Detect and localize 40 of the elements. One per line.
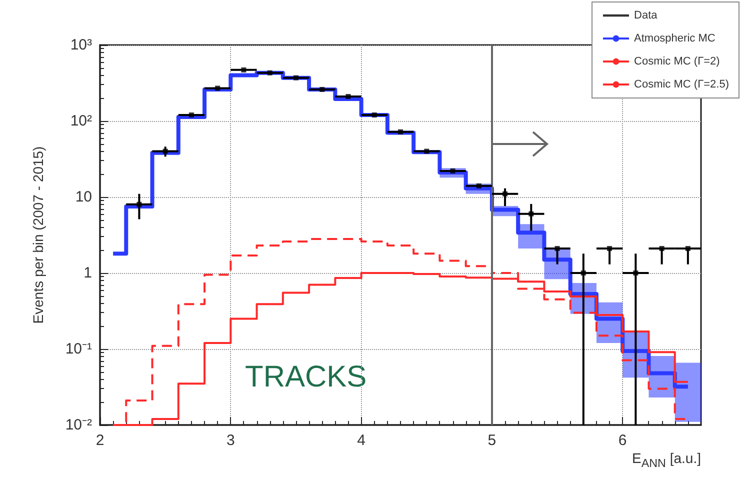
point [215, 86, 220, 91]
point [346, 94, 351, 100]
point [633, 270, 638, 276]
y-tick-label: 1 [84, 264, 92, 282]
point [188, 112, 194, 118]
x-tick-label: 6 [618, 432, 627, 449]
point [528, 211, 534, 216]
y-axis-title: Events per bin (2007 - 2015) [30, 146, 46, 324]
x-tick-label: 4 [357, 432, 366, 449]
point [685, 246, 690, 252]
point [554, 246, 560, 252]
y-tick-label: 10² [70, 112, 92, 130]
point [267, 70, 272, 76]
y-tick-label: 10⁻¹ [65, 340, 92, 358]
point [162, 148, 168, 154]
point [476, 183, 482, 188]
x-tick-label: 2 [96, 432, 104, 449]
point [424, 148, 430, 154]
point [372, 112, 377, 118]
legend-label: Atmospheric MC [634, 32, 716, 44]
point [502, 191, 508, 196]
legend-label: Cosmic MC (Γ=2.5) [634, 78, 730, 90]
legend-label: Cosmic MC (Γ=2) [634, 56, 720, 68]
y-tick-label: 10 [75, 188, 92, 206]
point [659, 246, 664, 252]
point [607, 246, 612, 252]
point [450, 168, 456, 174]
annotation: TRACKS [245, 360, 367, 394]
point [293, 75, 298, 80]
x-tick-label: 5 [488, 432, 496, 449]
point [580, 270, 586, 276]
point [241, 67, 246, 72]
legend-label: Data [634, 10, 658, 22]
y-tick-label: 10⁻² [65, 416, 92, 434]
point [398, 129, 403, 134]
x-tick-label: 3 [226, 432, 235, 449]
point [320, 86, 325, 92]
x-axis-title: E$_{ANN}$ [a.u.] [632, 450, 701, 470]
point [136, 202, 142, 207]
y-tick-label: 10³ [70, 36, 92, 54]
